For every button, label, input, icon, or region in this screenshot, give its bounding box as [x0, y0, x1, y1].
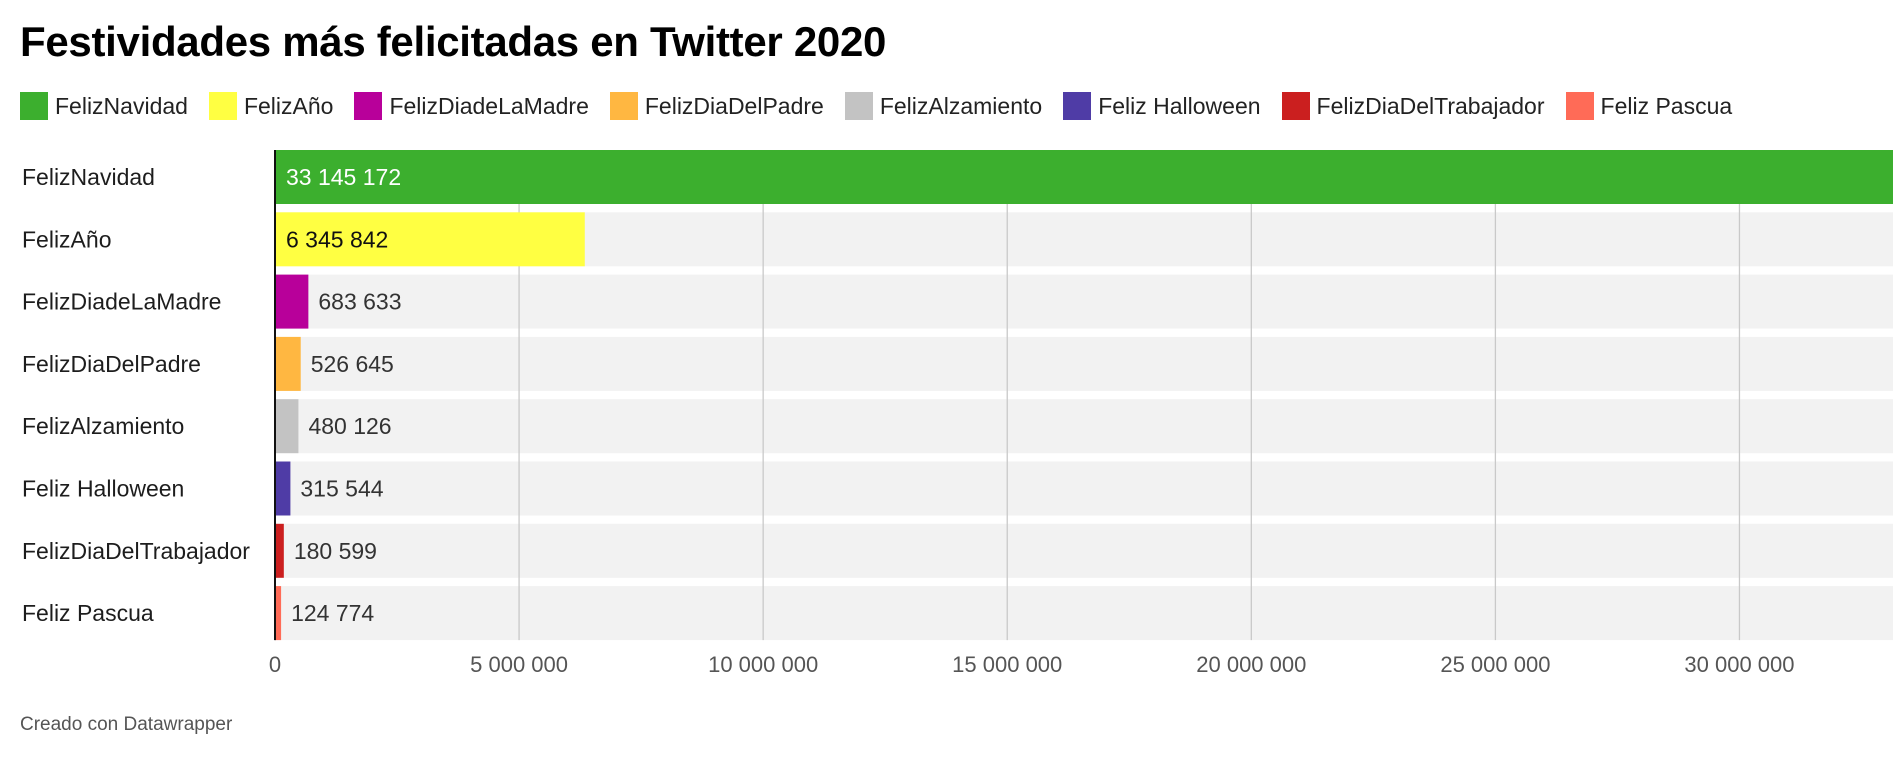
value-label: 315 544	[300, 476, 383, 502]
category-label: Feliz Pascua	[22, 600, 154, 626]
x-tick-label: 0	[269, 652, 281, 677]
footer-credit: Creado con Datawrapper	[20, 714, 233, 735]
chart-legend: FelizNavidad FelizAño FelizDiadeLaMadre Fel…	[20, 92, 1753, 120]
row-background	[275, 523, 1893, 578]
legend-swatch	[1565, 92, 1594, 120]
legend-item: Feliz Pascua	[1565, 92, 1733, 120]
value-label: 480 126	[308, 413, 391, 439]
bar-chart: FelizNavidad 33 145 172 FelizAño 6 345 842 F…	[22, 150, 1893, 677]
legend-swatch	[609, 92, 638, 120]
x-tick-label: 25 000 000	[1440, 652, 1550, 677]
legend-label: FelizDiadeLaMadre	[389, 92, 589, 119]
legend-swatch	[1063, 92, 1092, 120]
category-label: FelizNavidad	[22, 164, 155, 190]
legend-item: FelizAño	[208, 92, 334, 120]
legend-swatch	[354, 92, 383, 120]
bar	[275, 399, 299, 454]
x-tick-label: 5 000 000	[470, 652, 568, 677]
bar	[275, 150, 1893, 204]
value-label: 526 645	[311, 351, 394, 377]
legend-label: Feliz Pascua	[1600, 92, 1733, 119]
category-label: FelizDiadeLaMadre	[22, 289, 221, 315]
bar	[275, 586, 282, 641]
value-label: 33 145 172	[286, 164, 401, 190]
x-tick-label: 30 000 000	[1684, 652, 1794, 677]
row-background	[275, 461, 1893, 516]
legend-item: FelizAlzamiento	[844, 92, 1043, 120]
legend-label: FelizNavidad	[55, 92, 188, 119]
row-background	[275, 586, 1893, 641]
legend-item: FelizDiaDelPadre	[609, 92, 824, 120]
category-label: Feliz Halloween	[22, 476, 184, 502]
category-label: FelizDiaDelTrabajador	[22, 538, 250, 564]
x-tick-label: 15 000 000	[952, 652, 1062, 677]
legend-item: FelizNavidad	[20, 92, 188, 120]
legend-swatch	[208, 92, 237, 120]
row-background	[275, 274, 1893, 329]
legend-label: Feliz Halloween	[1098, 92, 1261, 119]
category-label: FelizAño	[22, 226, 111, 252]
bar	[275, 336, 301, 391]
legend-label: FelizDiaDelTrabajador	[1316, 92, 1545, 119]
category-label: FelizAlzamiento	[22, 413, 184, 439]
legend-label: FelizDiaDelPadre	[644, 92, 824, 119]
category-label: FelizDiaDelPadre	[22, 351, 201, 377]
legend-swatch	[1281, 92, 1310, 120]
bar	[275, 274, 309, 329]
bar	[275, 461, 291, 516]
x-tick-label: 10 000 000	[708, 652, 818, 677]
row-background	[275, 336, 1893, 391]
row-background	[275, 399, 1893, 454]
x-tick-label: 20 000 000	[1196, 652, 1306, 677]
legend-item: Feliz Halloween	[1063, 92, 1261, 120]
legend-swatch	[844, 92, 873, 120]
legend-label: FelizAño	[243, 92, 334, 119]
value-label: 6 345 842	[286, 226, 388, 252]
legend-label: FelizAlzamiento	[879, 92, 1043, 119]
chart-title: Festividades más felicitadas en Twitter …	[20, 18, 887, 65]
legend-item: FelizDiaDelTrabajador	[1281, 92, 1545, 120]
legend-swatch	[20, 92, 48, 120]
bar	[275, 523, 284, 578]
legend-item: FelizDiadeLaMadre	[354, 92, 589, 120]
value-label: 180 599	[294, 538, 377, 564]
bar	[275, 212, 585, 267]
value-label: 683 633	[318, 289, 401, 315]
value-label: 124 774	[291, 600, 374, 626]
